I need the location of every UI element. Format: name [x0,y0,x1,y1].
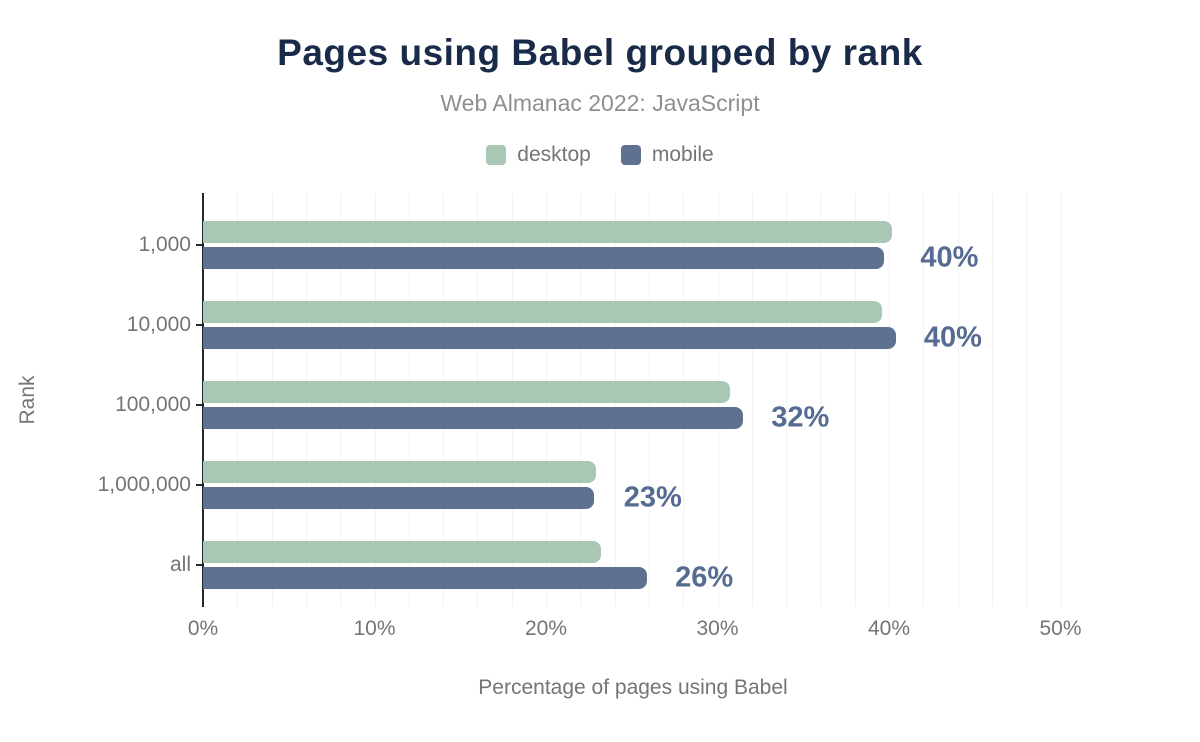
bar-desktop-10,000 [203,301,883,323]
legend-label: mobile [651,143,714,166]
y-axis-tick [196,324,203,326]
bar-value-label-all: 26% [675,561,734,594]
gridline [786,193,788,607]
category-label-1,000: 1,000 [138,233,191,256]
bar-mobile-all [203,567,648,589]
y-axis-tick [196,404,203,406]
bar-desktop-all [203,541,601,563]
category-label-100,000: 100,000 [115,393,191,416]
bar-mobile-100,000 [203,407,744,429]
y-axis-tick [196,564,203,566]
gridline [923,193,925,607]
y-axis-tick [196,244,203,246]
bar-desktop-100,000 [203,381,730,403]
legend-item-desktop: desktop [486,143,591,167]
gridline [854,193,856,607]
gridline [991,193,993,607]
y-axis-tick [196,484,203,486]
gridline [1060,193,1062,607]
bar-value-label-10,000: 40% [923,321,982,354]
category-label-all: all [169,553,191,576]
bar-value-label-1,000,000: 23% [623,481,682,514]
gridline [820,193,822,607]
bar-desktop-1,000,000 [203,461,596,483]
x-axis-title: Percentage of pages using Babel [478,676,788,699]
legend-swatch-mobile [620,145,641,165]
bar-mobile-1,000,000 [203,487,595,509]
legend-label: desktop [517,143,591,166]
chart-legend: desktop mobile [0,143,1200,167]
gridline [957,193,959,607]
x-tick-label-10%: 10% [353,617,396,640]
bar-value-label-100,000: 32% [771,401,830,434]
x-tick-label-40%: 40% [867,617,911,640]
bar-value-label-1,000: 40% [920,241,979,274]
bar-mobile-10,000 [203,327,896,349]
x-tick-label-0%: 0% [187,617,219,640]
bar-desktop-1,000 [203,221,893,243]
legend-swatch-desktop [486,145,507,165]
category-label-10,000: 10,000 [126,313,191,336]
gridline [751,193,753,607]
plot-area: 40% 40% 32% 23% 26% [196,193,1103,607]
gridline [889,193,890,607]
gridline [1026,193,1028,607]
category-label-1,000,000: 1,000,000 [97,473,191,496]
x-tick-label-20%: 20% [524,617,568,640]
bar-mobile-1,000 [203,247,884,269]
x-tick-label-50%: 50% [1039,617,1082,640]
chart-title: Pages using Babel grouped by rank [277,32,923,73]
legend-item-mobile: mobile [620,143,714,167]
chart-subtitle: Web Almanac 2022: JavaScript [440,90,760,116]
x-tick-label-30%: 30% [696,617,739,640]
